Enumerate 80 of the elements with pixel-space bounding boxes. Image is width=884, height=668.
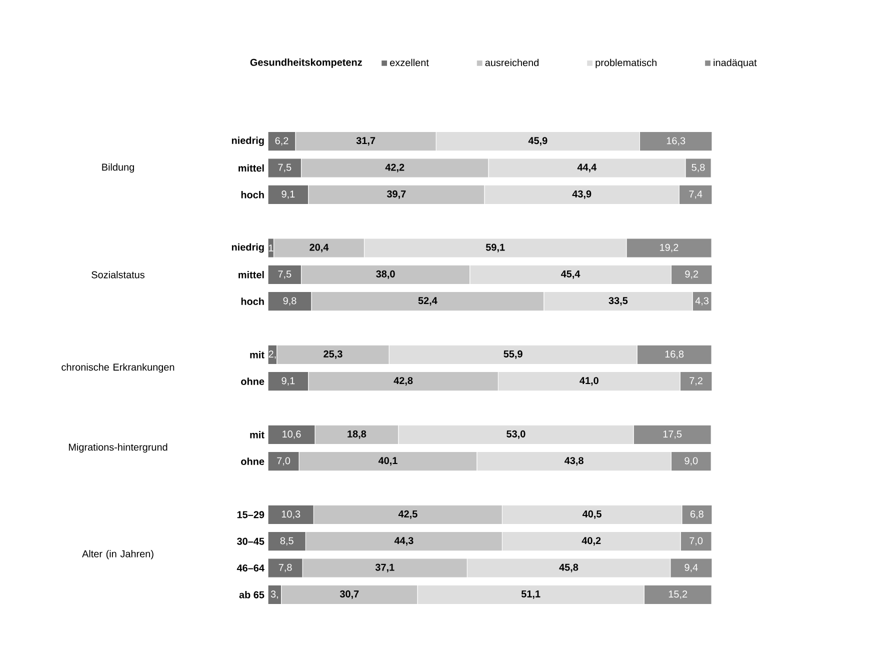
legend-label: ausreichend [485, 58, 539, 66]
data-label: 10,6 [282, 430, 301, 439]
data-label: 53,0 [506, 430, 526, 439]
y-tick-label: 46–64 [236, 564, 264, 572]
legend-title: Gesundheitskompetenz [250, 58, 362, 68]
data-label: 17,5 [663, 430, 682, 439]
data-label: 59,1 [486, 244, 505, 252]
data-label: 8,5 [280, 537, 294, 546]
data-label: 45,9 [528, 137, 548, 146]
text: Alter (in Jahren) [82, 550, 154, 560]
y-tick-label: mit [250, 351, 264, 358]
data-label: 43,8 [564, 457, 584, 466]
y-tick-label: hoch [241, 191, 264, 198]
data-label: 4,3 [695, 297, 709, 306]
data-label: 6,8 [690, 510, 704, 519]
data-label: 51,1 [521, 590, 540, 599]
data-label: 20,4 [310, 244, 329, 252]
data-label: 18,8 [348, 430, 366, 439]
text: Bildung [102, 163, 134, 173]
data-label: 3, [270, 590, 278, 599]
data-label: 9,1 [282, 190, 295, 199]
data-label: 40,5 [582, 510, 602, 519]
data-label: 41,0 [580, 377, 598, 386]
data-label: 43,9 [572, 190, 592, 199]
data-label: 25,3 [324, 350, 342, 359]
data-label: 7,2 [690, 377, 702, 386]
data-label: 5,8 [692, 164, 705, 172]
y-tick-label: niedrig [232, 136, 264, 146]
data-label: 33,5 [608, 297, 628, 306]
y-tick-label: 15–29 [237, 511, 264, 518]
y-tick-label: 30–45 [237, 538, 264, 545]
data-label: 40,1 [378, 457, 398, 466]
data-label: 31,7 [356, 137, 376, 146]
data-label: 55,9 [504, 350, 522, 359]
data-label: 9,4 [684, 564, 698, 572]
data-label: 2, [268, 350, 276, 359]
data-label: 7,0 [690, 537, 703, 546]
data-label: 9,1 [282, 377, 295, 386]
data-label: 19,2 [660, 244, 678, 252]
text: Sozialstatus [92, 271, 144, 278]
data-label: 44,3 [394, 537, 414, 546]
data-label: 10,3 [282, 510, 300, 519]
data-label: 7,8 [278, 564, 292, 572]
data-label: 7,5 [278, 164, 292, 172]
data-label: 9,2 [685, 270, 698, 279]
data-label: 9,0 [684, 457, 698, 466]
data-label: 45,8 [559, 564, 578, 572]
legend-label: inadäquat [714, 58, 757, 68]
data-label: 7,4 [689, 190, 702, 199]
y-tick-label: ohne [241, 458, 264, 465]
data-label: 15,2 [668, 590, 688, 599]
data-label: 45,4 [560, 270, 580, 279]
y-tick-label: mittel [238, 271, 264, 278]
legend-label: exzellent [390, 58, 429, 66]
y-tick-label: hoch [241, 298, 264, 305]
data-label: 7,0 [277, 457, 290, 466]
data-label: 37,1 [375, 564, 394, 572]
data-label: 42,8 [394, 377, 413, 386]
text: chronische Erkrankungen [62, 363, 174, 373]
data-label: 39,7 [386, 190, 406, 199]
data-label: 30,7 [340, 590, 359, 599]
y-tick-label: ohne [241, 378, 264, 385]
data-label: 42,5 [398, 510, 418, 519]
data-label: 1 [268, 244, 274, 252]
data-label: 38,0 [376, 270, 395, 279]
data-label: 7,5 [278, 270, 292, 279]
y-tick-label: ab 65 [239, 591, 264, 598]
y-tick-label: mittel [238, 164, 264, 172]
data-label: 52,4 [418, 297, 438, 306]
data-label: 16,3 [666, 137, 686, 146]
data-label: 6,2 [275, 137, 288, 146]
data-label: 16,8 [665, 350, 684, 359]
data-label: 9,8 [283, 297, 296, 306]
text: Migrations-hintergrund [68, 443, 168, 453]
data-label: 42,2 [385, 164, 404, 172]
legend-label: problematisch [596, 58, 656, 68]
data-label: 44,4 [577, 164, 597, 172]
data-label: 40,2 [582, 537, 601, 546]
y-tick-label: niedrig [232, 243, 264, 253]
y-tick-label: mit [250, 431, 264, 438]
